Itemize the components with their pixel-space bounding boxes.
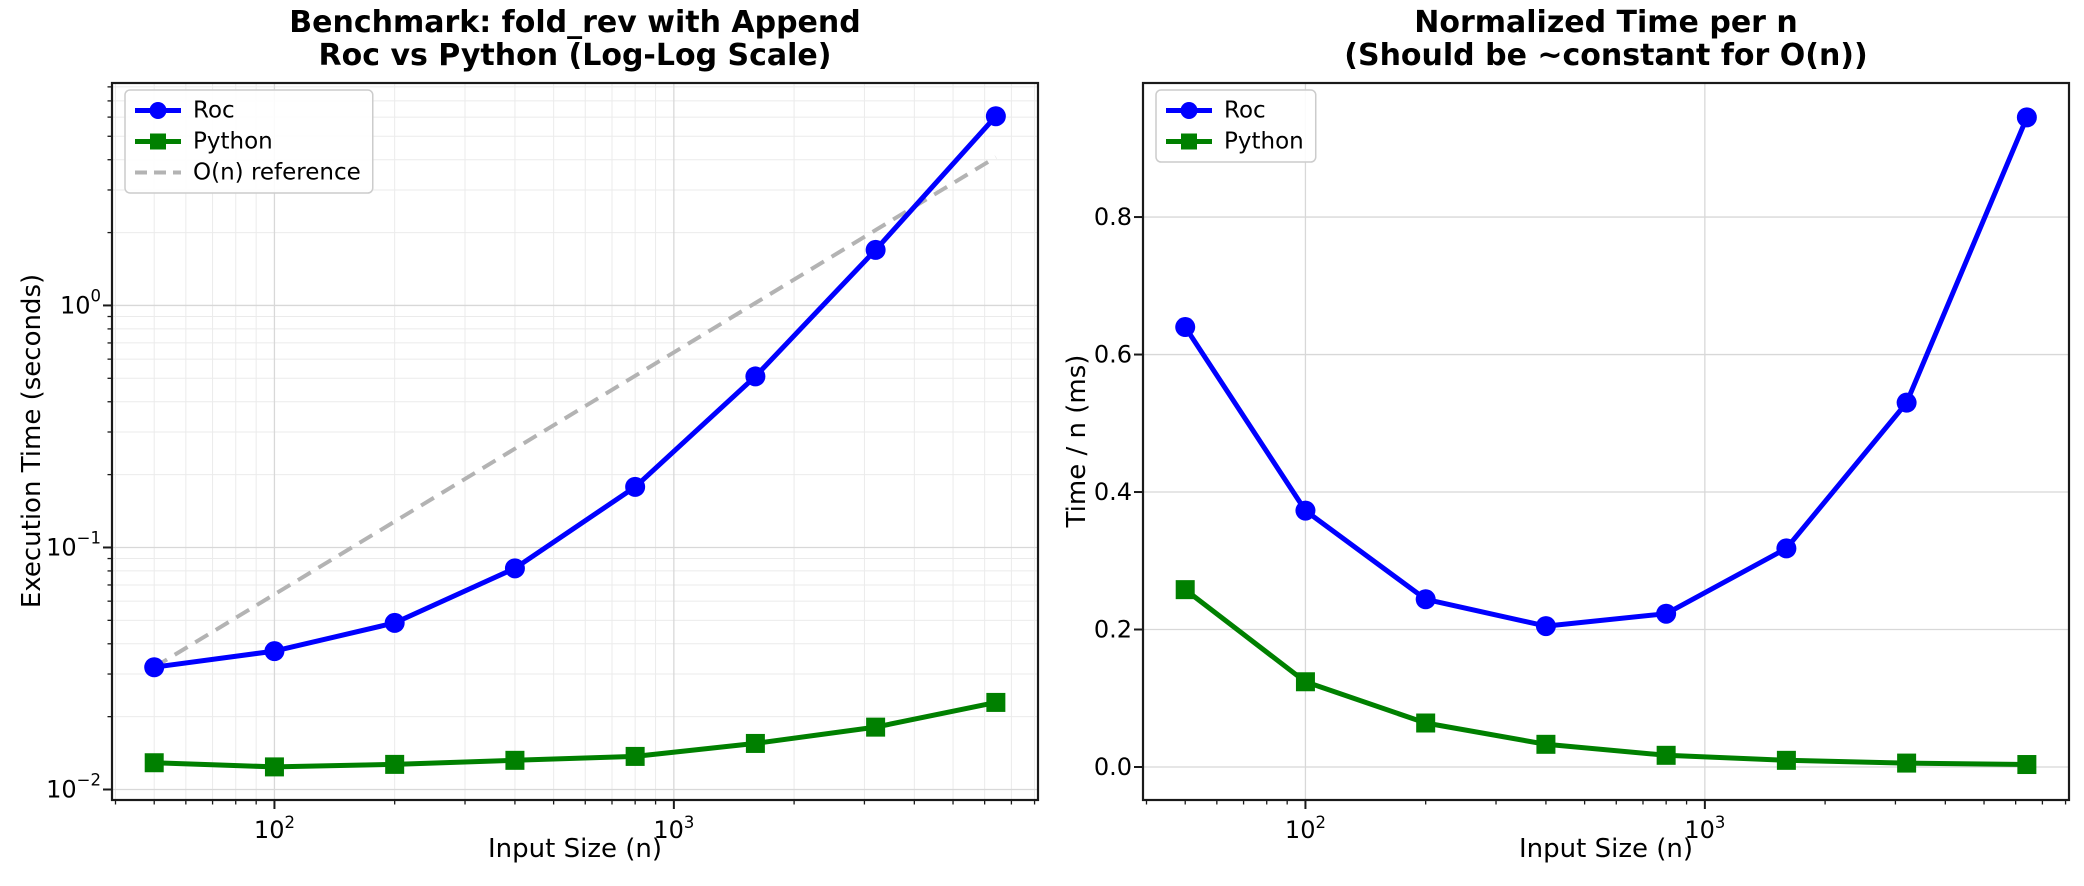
- series-roc: [1175, 107, 2037, 637]
- right-chart-title-line1: Normalized Time per n: [1414, 5, 1798, 40]
- tick-label: 102: [254, 813, 295, 844]
- legend: Roc Python O(n) reference: [124, 89, 374, 194]
- data-point-marker: [1175, 580, 1195, 600]
- legend-label: Python: [1224, 129, 1304, 155]
- data-point-marker: [745, 366, 766, 387]
- legend-label: Roc: [1224, 98, 1266, 124]
- data-point-marker: [1416, 713, 1436, 733]
- data-point-marker: [1896, 392, 1917, 413]
- data-point-marker: [1415, 589, 1436, 610]
- axes-spines: [110, 81, 1040, 802]
- legend: Roc Python: [1155, 89, 1317, 163]
- data-point-marker: [264, 641, 285, 662]
- axes-spines: [1141, 81, 2071, 802]
- series-roc: [144, 106, 1006, 678]
- tick-label: 102: [1285, 813, 1326, 844]
- left-chart-title-line2: Roc vs Python (Log-Log Scale): [318, 38, 832, 73]
- data-point-marker: [1776, 538, 1797, 559]
- data-point-marker: [144, 753, 164, 773]
- right-chart-ylabel: Time / n (ms): [1062, 354, 1092, 528]
- data-point-marker: [1656, 603, 1677, 624]
- tick-marks: [1134, 216, 2067, 809]
- data-point-marker: [1181, 133, 1197, 150]
- tick-label: 10−2: [46, 770, 101, 804]
- tick-marks: [103, 86, 1036, 809]
- data-point-marker: [625, 476, 646, 497]
- tick-label: 103: [1684, 813, 1725, 844]
- data-point-marker: [2017, 755, 2037, 775]
- tick-label: 0.4: [1094, 478, 1132, 506]
- legend-label: O(n) reference: [193, 160, 361, 186]
- data-point-marker: [1656, 745, 1676, 765]
- data-point-marker: [505, 750, 525, 770]
- series-markers-python: [1175, 580, 2037, 775]
- minor-gridlines: [112, 83, 1038, 800]
- data-point-marker: [2016, 107, 2037, 128]
- data-point-marker: [384, 612, 405, 633]
- major-gridlines: [112, 83, 1038, 800]
- data-point-marker: [1776, 750, 1796, 770]
- tick-label: 0.6: [1094, 341, 1132, 369]
- data-point-marker: [150, 133, 166, 150]
- left-chart-title-line1: Benchmark: fold_rev with Append: [289, 5, 861, 40]
- series-python: [1175, 580, 2037, 775]
- tick-label: 100: [60, 286, 101, 320]
- legend-label: Python: [193, 129, 273, 155]
- data-point-marker: [745, 733, 765, 753]
- major-gridlines: [1143, 83, 2069, 800]
- tick-label: 0.0: [1094, 753, 1132, 781]
- legend-label: Roc: [193, 98, 235, 124]
- data-point-marker: [504, 558, 525, 579]
- data-point-marker: [1536, 734, 1556, 754]
- series-markers-python: [144, 692, 1006, 777]
- tick-labels: 102 103 100 10−1 10−2: [46, 286, 694, 844]
- data-point-marker: [385, 754, 405, 774]
- data-point-marker: [625, 746, 645, 766]
- data-point-marker: [1295, 500, 1316, 521]
- data-point-marker: [264, 757, 284, 777]
- series-line-roc: [1183, 116, 2030, 629]
- left-chart-xlabel: Input Size (n): [488, 834, 662, 864]
- execution-time-chart: 102 103 100 10−1 10−2 Roc Python O(n) reference: [46, 81, 1040, 844]
- data-point-marker: [986, 692, 1006, 712]
- data-point-marker: [1897, 753, 1917, 773]
- tick-label: 103: [653, 813, 694, 844]
- data-point-marker: [866, 717, 886, 737]
- data-point-marker: [1175, 317, 1196, 338]
- right-chart-title-line2: (Should be ~constant for O(n)): [1344, 38, 1868, 73]
- data-point-marker: [149, 102, 167, 119]
- right-chart-xlabel: Input Size (n): [1519, 834, 1693, 864]
- tick-label: 0.8: [1094, 203, 1132, 231]
- series-python: [144, 692, 1006, 777]
- data-point-marker: [1295, 672, 1315, 692]
- tick-labels: 102 103 0.0 0.2 0.4 0.6 0.8: [1094, 203, 1726, 844]
- data-point-marker: [865, 239, 886, 260]
- normalized-time-chart: 102 103 0.0 0.2 0.4 0.6 0.8 Roc Python: [1094, 81, 2071, 844]
- series-line-python: [154, 699, 997, 770]
- legend-box: [124, 89, 374, 194]
- tick-label: 0.2: [1094, 616, 1132, 644]
- series-o-n-reference: [153, 155, 997, 669]
- data-point-marker: [1535, 616, 1556, 637]
- right-chart-title: Normalized Time per n (Should be ~consta…: [1143, 6, 2069, 72]
- series-line-python: [1183, 587, 2027, 767]
- series-markers-roc: [1175, 107, 2037, 637]
- left-chart-title: Benchmark: fold_rev with Append Roc vs P…: [112, 6, 1038, 72]
- data-point-marker: [985, 106, 1006, 127]
- tick-label: 10−1: [46, 528, 101, 562]
- data-point-marker: [144, 657, 165, 678]
- series-line-o-n-reference: [153, 155, 997, 669]
- series-line-roc: [153, 114, 998, 670]
- data-point-marker: [1180, 102, 1198, 119]
- left-chart-ylabel: Execution Time (seconds): [17, 273, 47, 609]
- series-markers-roc: [144, 106, 1006, 678]
